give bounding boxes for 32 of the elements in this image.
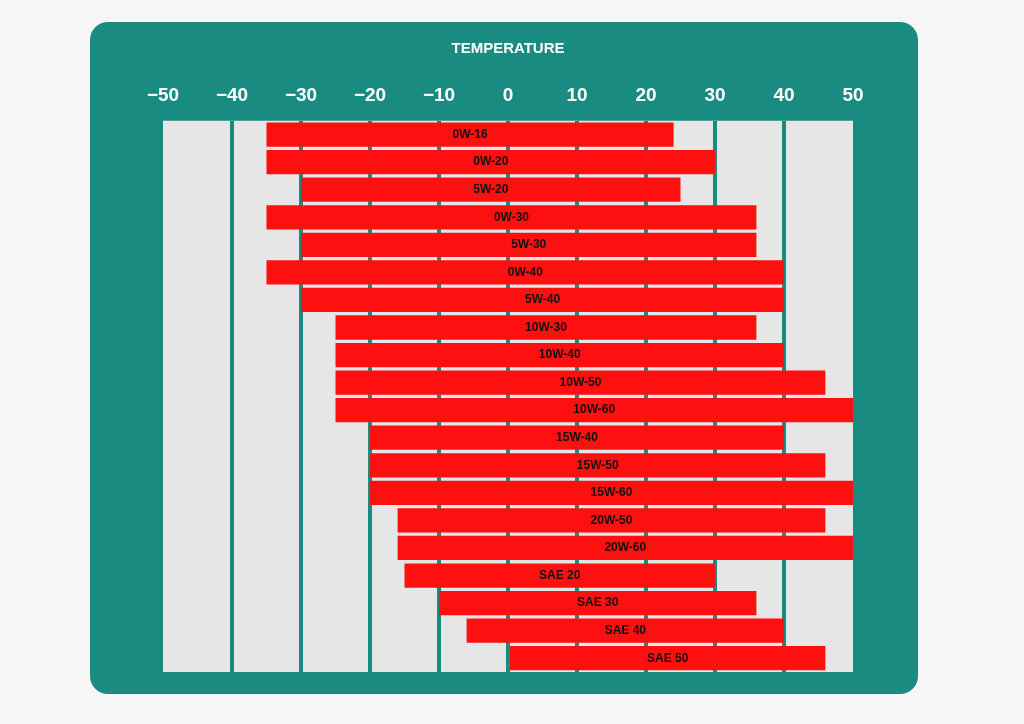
y-tick-label: 20W-50	[590, 512, 633, 527]
x-tick-label: −50	[146, 83, 180, 105]
y-tick-label: SAE 30	[577, 595, 619, 610]
y-tick-label: 15W-40	[556, 430, 599, 445]
x-tick-label: −10	[422, 83, 456, 105]
y-tick-label: 0W-16	[452, 126, 488, 141]
y-tick-label: 10W-60	[573, 402, 616, 417]
x-tick-label: −30	[284, 83, 318, 105]
y-tick-label: 5W-30	[511, 237, 547, 252]
y-tick-label: 0W-20	[473, 154, 509, 169]
chart-title: TEMPERATURE	[451, 39, 565, 57]
y-tick-label: 0W-40	[507, 264, 544, 279]
y-tick-label: SAE 20	[539, 567, 581, 582]
x-tick-label: 50	[842, 83, 864, 105]
y-tick-label: 10W-30	[525, 319, 568, 334]
y-tick-label: SAE 40	[604, 622, 647, 637]
y-tick-label: 15W-50	[576, 457, 619, 472]
y-tick-label: 0W-30	[493, 209, 530, 224]
x-tick-label: −40	[215, 83, 249, 105]
x-tick-label: 10	[566, 83, 588, 105]
x-tick-label: −20	[353, 83, 387, 105]
x-tick-label: 0	[502, 83, 514, 105]
y-tick-label: 10W-40	[538, 347, 581, 362]
y-tick-label: 5W-20	[473, 182, 509, 197]
y-tick-label: 10W-50	[559, 374, 602, 389]
y-tick-label: 15W-60	[590, 485, 633, 500]
x-tick-label: 30	[704, 83, 726, 105]
x-tick-label: 40	[773, 83, 795, 105]
y-tick-label: 20W-60	[604, 540, 647, 555]
y-tick-label: 5W-40	[524, 292, 561, 307]
x-tick-label: 20	[635, 83, 657, 105]
y-tick-label: SAE 50	[647, 650, 689, 665]
